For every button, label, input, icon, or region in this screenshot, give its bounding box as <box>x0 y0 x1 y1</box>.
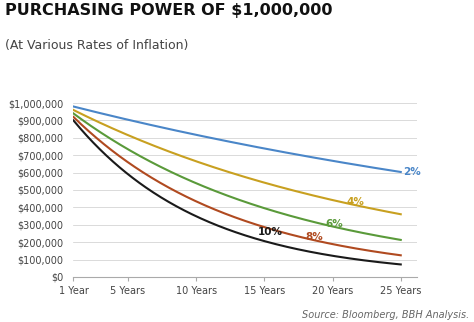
Text: 8%: 8% <box>305 232 323 242</box>
Text: (At Various Rates of Inflation): (At Various Rates of Inflation) <box>5 39 188 52</box>
Text: 10%: 10% <box>257 227 283 237</box>
Text: Source: Bloomberg, BBH Analysis.: Source: Bloomberg, BBH Analysis. <box>302 310 469 320</box>
Text: 2%: 2% <box>403 166 421 176</box>
Text: PURCHASING POWER OF $1,000,000: PURCHASING POWER OF $1,000,000 <box>5 3 332 18</box>
Text: 4%: 4% <box>346 197 364 207</box>
Text: 6%: 6% <box>326 219 344 229</box>
